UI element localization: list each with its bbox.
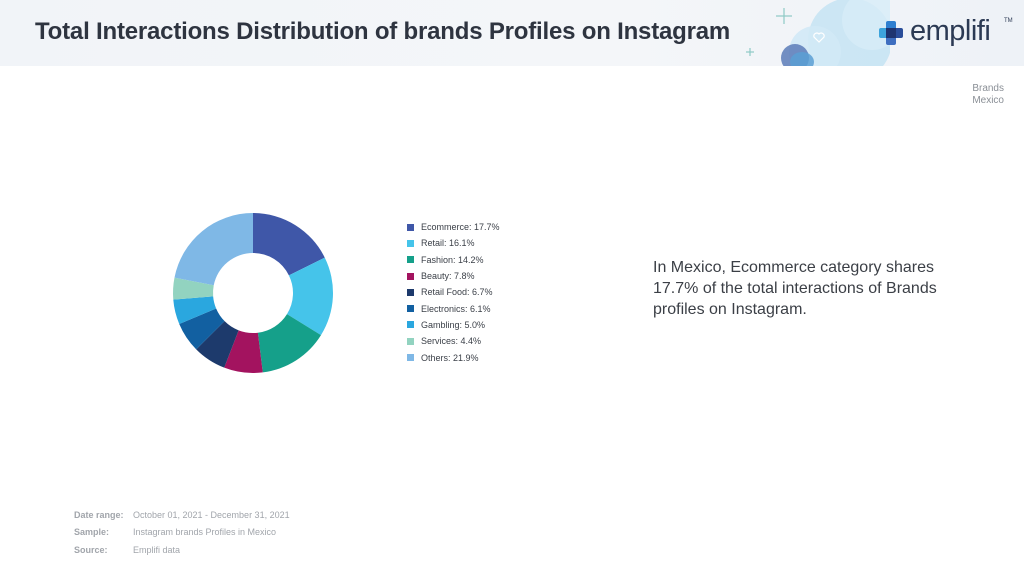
- donut-slice-others: [174, 213, 253, 286]
- header-bar: Total Interactions Distribution of brand…: [0, 0, 1024, 66]
- legend-swatch: [407, 288, 414, 296]
- legend-label: Fashion: 14.2%: [421, 254, 484, 265]
- decorative-cloud-icon: [746, 0, 890, 66]
- report-meta: Date range: October 01, 2021 - December 3…: [74, 506, 290, 559]
- meta-row: Sample: Instagram brands Profiles in Mexi…: [74, 524, 290, 542]
- chart-legend: Ecommerce: 17.7% Retail: 16.1% Fashion: 14…: [407, 219, 500, 366]
- legend-swatch: [407, 354, 414, 362]
- legend-label: Others: 21.9%: [421, 352, 479, 363]
- meta-value: Emplifi data: [133, 544, 181, 555]
- legend-swatch: [407, 337, 414, 345]
- logo-text: emplifi: [910, 15, 991, 47]
- legend-swatch: [407, 256, 414, 264]
- legend-swatch: [407, 239, 414, 247]
- emplifi-logo-icon: [879, 21, 903, 45]
- logo-trademark: TM: [1004, 18, 1013, 24]
- donut-slice-ecommerce: [253, 213, 325, 276]
- legend-swatch: [407, 223, 414, 231]
- legend-item: Ecommerce: 17.7%: [407, 219, 500, 235]
- donut-slice-retail: [286, 257, 333, 336]
- donut-slice-services: [173, 277, 214, 300]
- legend-item: Gambling: 5.0%: [407, 317, 500, 333]
- legend-swatch: [407, 272, 414, 280]
- donut-slice-gambling: [173, 296, 217, 324]
- donut-slice-retail-food: [196, 321, 239, 368]
- legend-label: Services: 4.4%: [421, 336, 482, 347]
- meta-key: Source:: [74, 544, 108, 555]
- legend-label: Retail: 16.1%: [421, 238, 475, 249]
- filter-tag: Brands Mexico: [972, 83, 1004, 107]
- legend-item: Fashion: 14.2%: [407, 252, 500, 268]
- legend-item: Retail: 16.1%: [407, 235, 500, 251]
- legend-item: Beauty: 7.8%: [407, 268, 500, 284]
- legend-label: Beauty: 7.8%: [421, 271, 475, 282]
- meta-row: Source: Emplifi data: [74, 541, 290, 559]
- legend-label: Retail Food: 6.7%: [421, 287, 493, 298]
- legend-label: Electronics: 6.1%: [421, 303, 491, 314]
- insight-text: In Mexico, Ecommerce category shares 17.…: [653, 259, 937, 318]
- page-title: Total Interactions Distribution of brand…: [35, 18, 731, 45]
- donut-slice-fashion: [257, 314, 321, 373]
- legend-swatch: [407, 305, 414, 313]
- legend-label: Gambling: 5.0%: [421, 319, 486, 330]
- meta-key: Sample:: [74, 527, 110, 538]
- donut-slice-beauty: [224, 330, 263, 373]
- legend-item: Electronics: 6.1%: [407, 300, 500, 316]
- plus-sparkle-icon: [746, 8, 792, 56]
- legend-item: Retail Food: 6.7%: [407, 284, 500, 300]
- legend-swatch: [407, 321, 414, 329]
- heart-outline-icon: [813, 32, 825, 43]
- meta-value: Instagram brands Profiles in Mexico: [133, 527, 277, 538]
- filter-tag-type: Brands: [972, 83, 1004, 94]
- donut-chart: [173, 213, 333, 373]
- meta-row: Date range: October 01, 2021 - December 3…: [74, 506, 290, 524]
- legend-label: Ecommerce: 17.7%: [421, 222, 500, 233]
- legend-item: Services: 4.4%: [407, 333, 500, 349]
- legend-item: Others: 21.9%: [407, 349, 500, 365]
- meta-value: October 01, 2021 - December 31, 2021: [133, 509, 290, 520]
- filter-tag-country: Mexico: [972, 95, 1004, 106]
- donut-slice-electronics: [179, 308, 225, 350]
- meta-key: Date range:: [74, 509, 124, 520]
